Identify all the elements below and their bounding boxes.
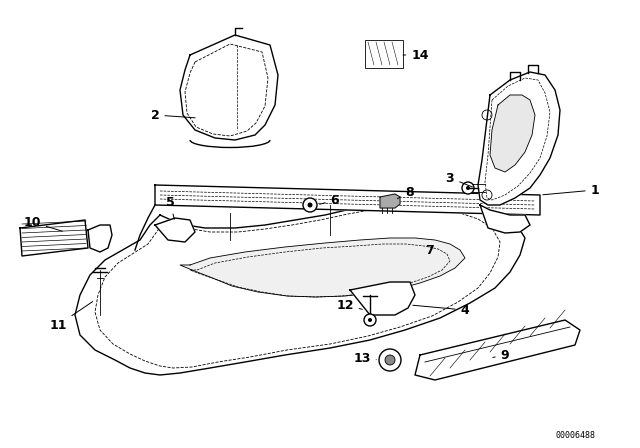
- Circle shape: [303, 198, 317, 212]
- Text: 2: 2: [150, 108, 195, 121]
- Polygon shape: [155, 218, 195, 242]
- Text: 4: 4: [413, 303, 469, 316]
- Polygon shape: [155, 185, 540, 215]
- Text: 14: 14: [403, 48, 429, 61]
- Polygon shape: [350, 282, 415, 315]
- Polygon shape: [490, 95, 535, 172]
- Text: 10: 10: [23, 215, 62, 231]
- Text: 9: 9: [493, 349, 509, 362]
- Circle shape: [379, 349, 401, 371]
- Polygon shape: [75, 200, 525, 375]
- Polygon shape: [180, 35, 278, 140]
- Circle shape: [462, 182, 474, 194]
- Text: 00006488: 00006488: [555, 431, 595, 439]
- Text: 1: 1: [543, 184, 600, 197]
- Circle shape: [364, 314, 376, 326]
- Text: 7: 7: [426, 244, 435, 257]
- Circle shape: [385, 355, 395, 365]
- Text: 11: 11: [49, 302, 93, 332]
- Text: 12: 12: [336, 298, 362, 311]
- Polygon shape: [180, 238, 465, 297]
- Text: 8: 8: [397, 185, 414, 199]
- Text: 3: 3: [445, 172, 472, 187]
- Polygon shape: [380, 194, 400, 208]
- Polygon shape: [415, 320, 580, 380]
- Polygon shape: [88, 225, 112, 252]
- Polygon shape: [478, 72, 560, 205]
- Text: 5: 5: [166, 195, 174, 220]
- Text: 6: 6: [319, 194, 339, 207]
- Text: 13: 13: [353, 352, 376, 365]
- Bar: [365, 40, 403, 68]
- Circle shape: [466, 186, 470, 190]
- Circle shape: [368, 318, 372, 322]
- Circle shape: [307, 202, 312, 207]
- Polygon shape: [480, 205, 530, 233]
- Polygon shape: [20, 220, 88, 256]
